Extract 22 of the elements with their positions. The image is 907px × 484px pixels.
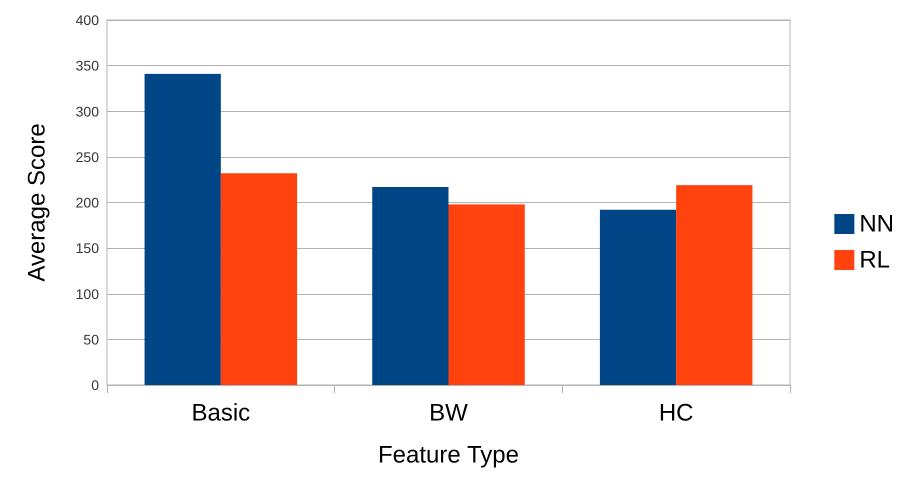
y-axis-title: Average Score xyxy=(24,123,50,282)
y-tick-label: 150 xyxy=(76,240,100,256)
y-tick-label: 300 xyxy=(76,103,100,120)
x-tick-label: Basic xyxy=(191,400,250,426)
y-tick-label: 200 xyxy=(76,194,100,210)
y-tick-label: 100 xyxy=(76,286,100,302)
y-tick-label: 350 xyxy=(76,58,100,74)
bar xyxy=(220,173,298,385)
x-axis-title: Feature Type xyxy=(378,442,519,468)
bar xyxy=(372,186,448,385)
legend-label: NN xyxy=(859,210,894,238)
y-tick-label: 0 xyxy=(91,377,100,393)
bar xyxy=(676,185,752,385)
bar xyxy=(600,210,676,385)
y-tick-label: 50 xyxy=(83,331,100,348)
x-tick-label: BW xyxy=(429,400,468,426)
y-tick-label: 250 xyxy=(76,148,100,165)
legend-label: RL xyxy=(859,246,890,274)
bar xyxy=(144,74,221,385)
x-tick-label: HC xyxy=(658,400,694,426)
y-tick-label: 400 xyxy=(76,12,100,28)
bar xyxy=(448,204,525,385)
